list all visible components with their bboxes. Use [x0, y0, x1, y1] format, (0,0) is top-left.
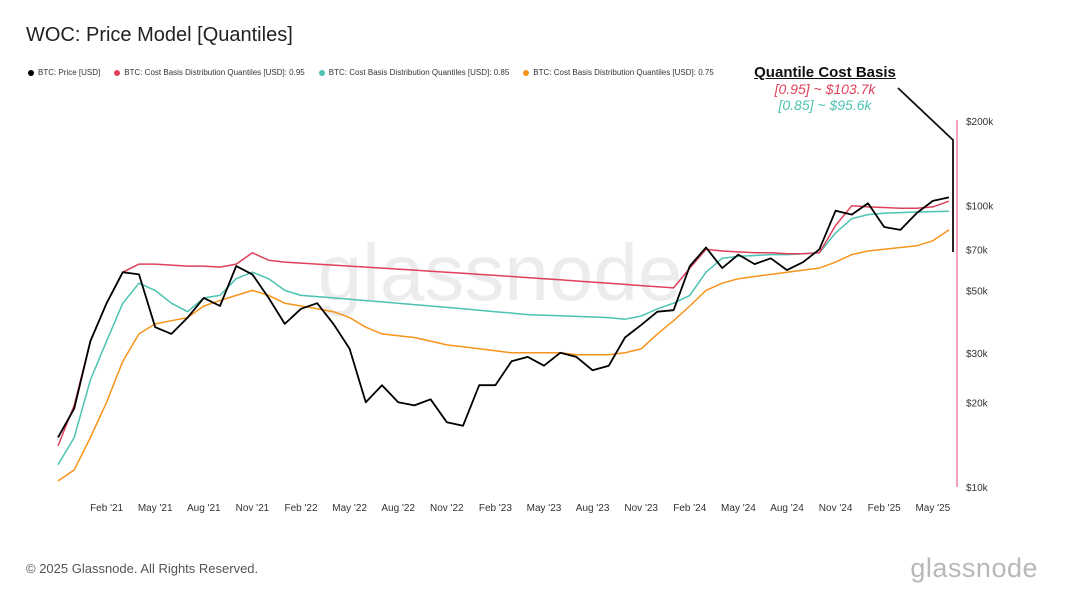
watermark: glassnode — [318, 228, 683, 317]
annotation: Quantile Cost Basis [0.95] ~ $103.7k [0.… — [740, 64, 910, 113]
copyright: © 2025 Glassnode. All Rights Reserved. — [26, 561, 259, 576]
x-tick-label: May '22 — [332, 503, 367, 514]
x-tick-label: May '25 — [915, 503, 950, 514]
legend-label: BTC: Cost Basis Distribution Quantiles [… — [124, 68, 305, 77]
series-line-1 — [57, 200, 950, 447]
annotation-q85: [0.85] ~ $95.6k — [778, 97, 872, 113]
y-tick-label: $30k — [966, 349, 989, 360]
x-tick-label: Nov '22 — [430, 503, 464, 514]
legend-label: BTC: Price [USD] — [38, 68, 101, 77]
legend-item-price[interactable]: BTC: Price [USD] — [28, 68, 100, 77]
y-tick-label: $70k — [966, 245, 989, 256]
x-tick-label: Nov '24 — [819, 503, 853, 514]
x-tick-label: Feb '25 — [868, 503, 901, 514]
annotation-q95: [0.95] ~ $103.7k — [774, 81, 876, 97]
page-title: WOC: Price Model [Quantiles] — [26, 24, 293, 46]
x-tick-label: Feb '24 — [673, 503, 706, 514]
legend-dot-icon — [28, 69, 34, 76]
annotation-pointer — [897, 87, 954, 252]
x-tick-label: Aug '22 — [381, 503, 415, 514]
x-tick-label: Nov '23 — [624, 503, 658, 514]
x-tick-label: May '21 — [138, 503, 173, 514]
y-tick-label: $100k — [966, 202, 994, 213]
x-tick-label: Nov '21 — [236, 503, 270, 514]
legend-item-q85[interactable]: BTC: Cost Basis Distribution Quantiles [… — [318, 68, 510, 77]
legend-dot-icon — [114, 69, 121, 76]
y-tick-label: $10k — [966, 483, 989, 494]
x-tick-label: Aug '21 — [187, 503, 221, 514]
y-tick-label: $200k — [966, 117, 994, 128]
legend-label: BTC: Cost Basis Distribution Quantiles [… — [328, 68, 510, 77]
x-tick-label: May '23 — [527, 503, 562, 514]
legend: BTC: Price [USD] BTC: Cost Basis Distrib… — [28, 68, 714, 77]
annotation-heading: Quantile Cost Basis — [754, 64, 896, 81]
x-tick-label: Aug '23 — [576, 503, 610, 514]
legend-dot-icon — [318, 69, 325, 76]
x-tick-label: Aug '24 — [770, 503, 804, 514]
x-tick-label: Feb '23 — [479, 503, 512, 514]
legend-item-q75[interactable]: BTC: Cost Basis Distribution Quantiles [… — [523, 68, 714, 77]
glassnode-logo: glassnode — [910, 553, 1038, 583]
y-tick-label: $20k — [966, 398, 989, 409]
legend-item-q95[interactable]: BTC: Cost Basis Distribution Quantiles [… — [114, 68, 305, 77]
series-line-3 — [57, 229, 950, 482]
x-tick-label: Feb '22 — [284, 503, 317, 514]
y-tick-label: $50k — [966, 286, 989, 297]
x-tick-label: May '24 — [721, 503, 756, 514]
x-tick-label: Feb '21 — [90, 503, 123, 514]
series-line-0 — [57, 196, 950, 438]
legend-dot-icon — [523, 69, 530, 76]
legend-label: BTC: Cost Basis Distribution Quantiles [… — [533, 68, 714, 77]
